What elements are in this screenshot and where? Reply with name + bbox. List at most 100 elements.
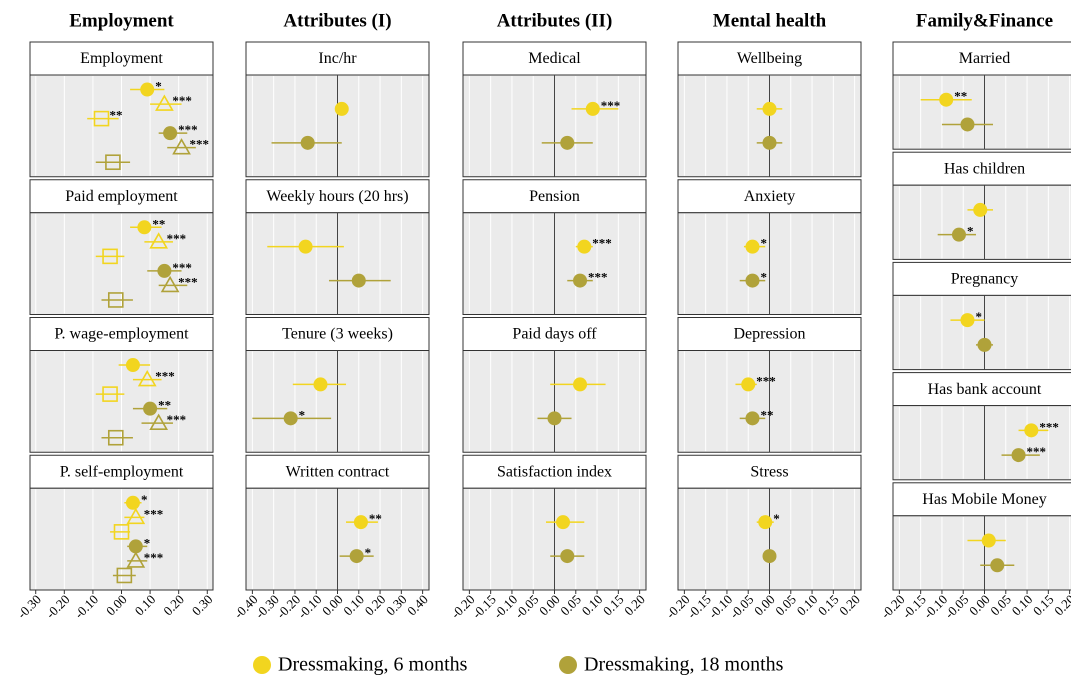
x-tick-label: 0.20	[621, 592, 648, 619]
point-marker	[125, 358, 140, 373]
x-tick-label: 0.20	[836, 592, 863, 619]
panel-title: Medical	[528, 50, 581, 67]
significance-stars: ***	[167, 231, 187, 246]
panel-title-box	[892, 261, 1071, 296]
point-marker	[745, 411, 760, 426]
point-marker	[560, 549, 575, 564]
panel-title: Pension	[529, 188, 580, 205]
significance-stars: ***	[190, 137, 210, 152]
x-tick-label: 0.20	[1051, 592, 1071, 619]
point-marker	[102, 386, 118, 402]
significance-stars: ***	[178, 122, 198, 137]
point-marker	[128, 539, 143, 554]
column-title: Family&Finance	[916, 10, 1053, 31]
point-marker	[334, 101, 349, 116]
panel-plot	[892, 294, 1071, 371]
point-marker	[149, 232, 169, 249]
point-marker	[573, 377, 588, 392]
significance-stars: ***	[601, 98, 621, 113]
panel-title: Satisfaction index	[497, 463, 612, 480]
significance-stars: **	[954, 89, 967, 104]
point-marker	[149, 413, 169, 430]
point-marker	[762, 135, 777, 150]
panel-plot	[892, 515, 1071, 591]
x-tick-label: -0.10	[71, 592, 101, 622]
column-title: Attributes (I)	[283, 10, 391, 31]
point-marker	[93, 110, 110, 127]
significance-stars: ***	[1039, 419, 1059, 434]
point-marker	[137, 220, 152, 235]
point-marker	[105, 154, 121, 171]
point-marker	[556, 515, 571, 530]
point-marker	[157, 263, 172, 278]
point-marker	[137, 369, 157, 387]
significance-stars: *	[773, 511, 780, 526]
point-marker	[762, 101, 777, 116]
point-marker	[107, 429, 124, 446]
significance-stars: *	[141, 492, 148, 507]
column-title: Employment	[69, 10, 174, 31]
panel-title-box	[462, 179, 647, 214]
panel-title-box	[892, 372, 1071, 407]
panel-title: Paid employment	[65, 188, 178, 205]
panel-title: Stress	[750, 463, 788, 480]
point-marker	[573, 273, 588, 288]
panel-title-box	[29, 454, 214, 489]
panel-title-box	[29, 317, 214, 351]
column-title: Attributes (II)	[497, 10, 613, 31]
significance-stars: *	[967, 224, 974, 239]
significance-stars: ***	[1027, 444, 1047, 459]
legend-label: Dressmaking, 18 months	[584, 654, 784, 676]
significance-stars: **	[152, 216, 165, 231]
point-marker	[990, 558, 1005, 573]
legend-swatch	[253, 656, 271, 674]
significance-stars: *	[365, 545, 372, 560]
panel-title: P. self-employment	[60, 463, 184, 480]
panel-title: Has children	[944, 160, 1025, 177]
point-marker	[758, 515, 773, 530]
significance-stars: *	[144, 535, 151, 550]
panel-plot	[892, 184, 1071, 260]
significance-stars: *	[299, 407, 306, 422]
point-marker	[745, 239, 760, 254]
panel-plot	[892, 405, 1071, 481]
panel-title: P. wage-employment	[54, 326, 189, 343]
panel-title-box	[462, 41, 647, 76]
significance-stars: **	[369, 511, 382, 526]
panel-title: Depression	[734, 326, 806, 343]
x-tick-label: 0.40	[404, 592, 431, 619]
significance-stars: *	[760, 236, 767, 251]
panel-title-box	[892, 41, 1071, 76]
significance-stars: ***	[144, 550, 164, 565]
x-tick-label: 0.30	[189, 592, 216, 619]
point-marker	[745, 273, 760, 288]
panel-title: Tenure (3 weeks)	[282, 326, 393, 343]
panel-title: Anxiety	[744, 188, 796, 205]
panel-title-box	[677, 41, 862, 76]
point-marker	[102, 248, 118, 265]
point-marker	[126, 507, 146, 525]
significance-stars: ***	[172, 260, 192, 275]
point-marker	[560, 135, 575, 150]
point-marker	[143, 401, 158, 416]
point-marker	[163, 126, 178, 141]
significance-stars: ***	[178, 274, 198, 289]
panel-title-box	[29, 41, 214, 76]
panel-title: Pregnancy	[951, 271, 1019, 288]
point-marker	[172, 138, 191, 155]
point-marker	[349, 549, 364, 564]
significance-stars: ***	[155, 369, 175, 384]
panel-title: Weekly hours (20 hrs)	[266, 188, 408, 205]
point-marker	[1011, 448, 1026, 463]
panel-title: Inc/hr	[318, 50, 357, 67]
panel-title-box	[245, 454, 430, 489]
x-tick-label: -0.30	[14, 592, 44, 622]
panel-title-box	[245, 179, 430, 214]
significance-stars: ***	[167, 412, 187, 427]
point-marker	[160, 275, 180, 293]
point-marker	[113, 524, 130, 540]
significance-stars: ***	[592, 236, 612, 251]
point-marker	[125, 495, 140, 510]
legend-swatch	[559, 656, 577, 674]
